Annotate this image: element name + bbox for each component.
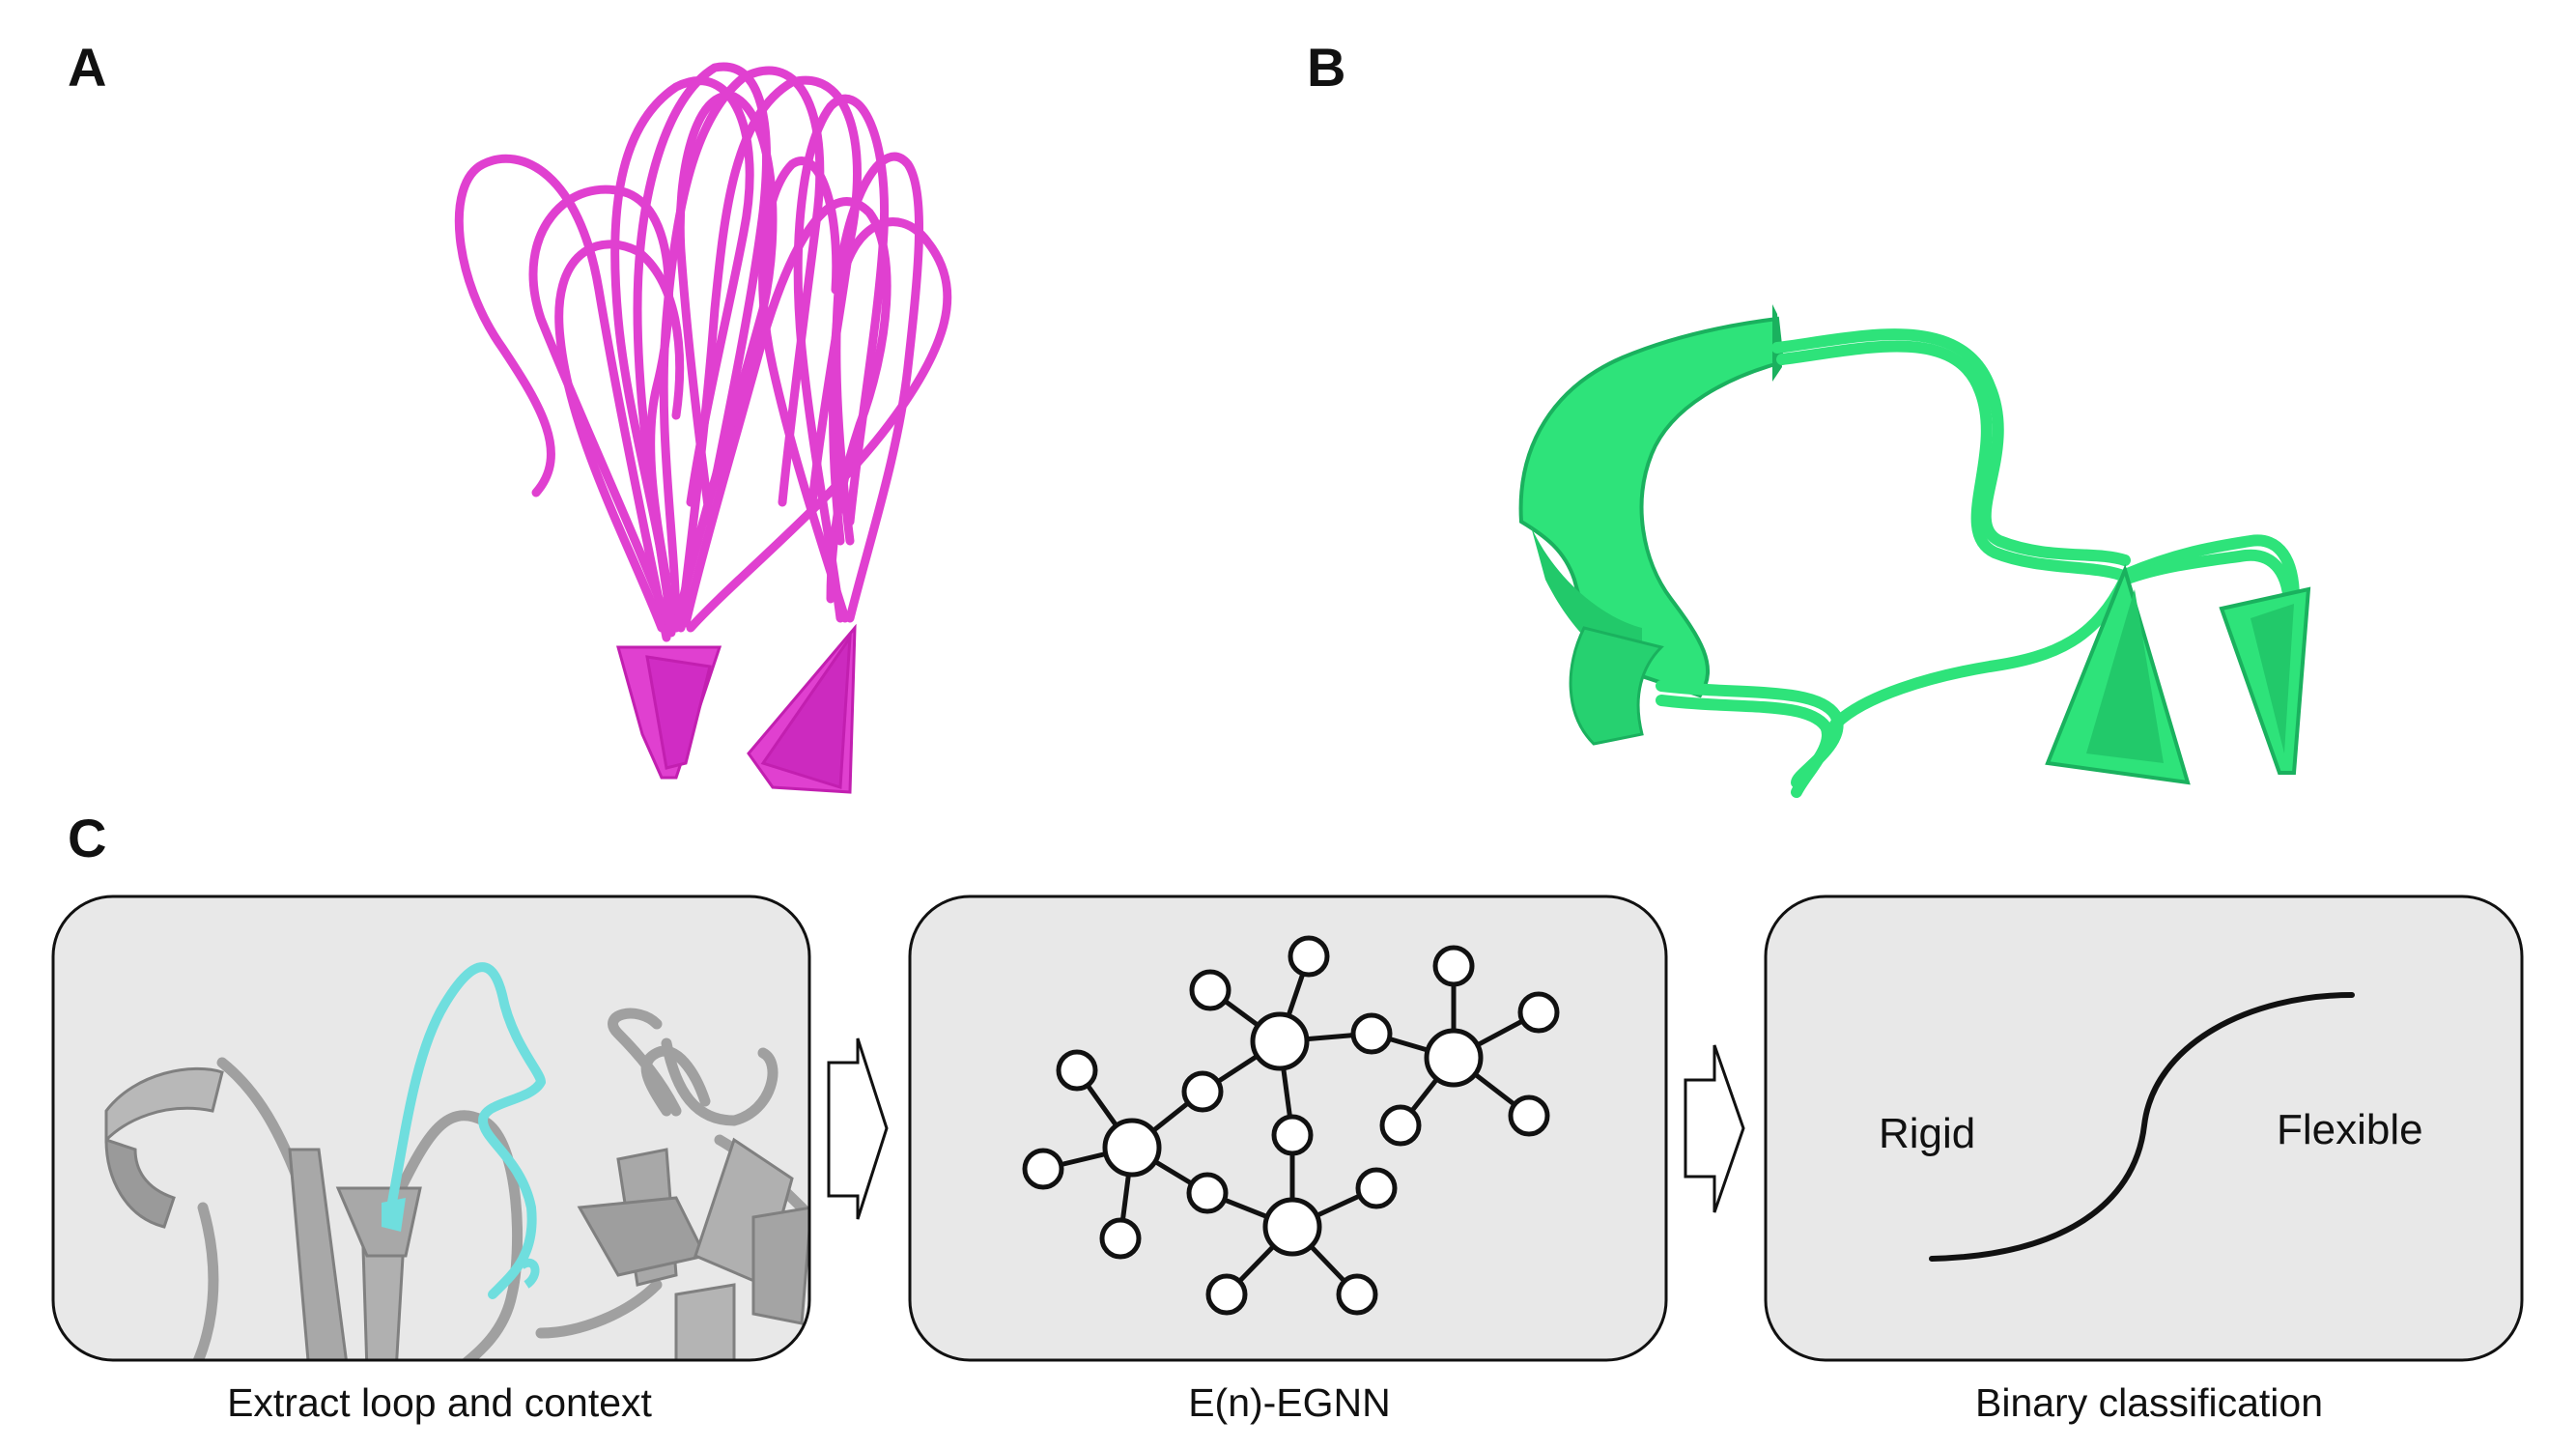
graph-node	[1288, 935, 1330, 978]
loop-ensemble-green	[1518, 304, 2311, 798]
graph-node	[1181, 1070, 1224, 1113]
beta-strand-arrows-magenta	[616, 623, 857, 794]
graph-node	[1508, 1094, 1550, 1137]
graph-node	[1250, 1011, 1310, 1071]
sigmoid-curve	[1929, 992, 2355, 1262]
graph-network-icon	[1022, 935, 1560, 1316]
arrow-step2-to-step3	[1684, 1044, 1745, 1213]
graph-node	[1056, 1049, 1098, 1092]
graph-node	[1355, 1167, 1398, 1209]
caption-binary-classification: Binary classification	[1974, 1380, 2324, 1425]
graph-node	[1350, 1012, 1393, 1055]
graph-node	[1186, 1172, 1229, 1214]
label-flexible: Flexible	[2277, 1106, 2423, 1153]
graph-node	[1336, 1273, 1378, 1316]
graph-node	[1099, 1217, 1142, 1260]
arrow-step1-to-step2	[827, 1037, 889, 1220]
graph-node	[1262, 1197, 1322, 1257]
panel-label-b: B	[1307, 37, 1346, 98]
graph-node	[1189, 969, 1231, 1011]
panel-label-c: C	[68, 808, 107, 868]
protein-context-cartoon	[104, 962, 809, 1360]
graph-node	[1379, 1104, 1422, 1147]
graph-node	[1432, 945, 1475, 987]
caption-extract-loop: Extract loop and context	[227, 1380, 652, 1425]
caption-egnn: E(n)-EGNN	[1188, 1380, 1391, 1425]
graph-node	[1102, 1118, 1162, 1178]
loop-ensemble-magenta	[454, 62, 952, 642]
graph-node	[1424, 1028, 1484, 1088]
graph-node	[1022, 1148, 1064, 1190]
graph-node	[1271, 1114, 1314, 1156]
label-rigid: Rigid	[1879, 1110, 1975, 1157]
graph-node	[1205, 1273, 1248, 1316]
panel-label-a: A	[68, 37, 107, 98]
graph-node	[1517, 991, 1560, 1034]
